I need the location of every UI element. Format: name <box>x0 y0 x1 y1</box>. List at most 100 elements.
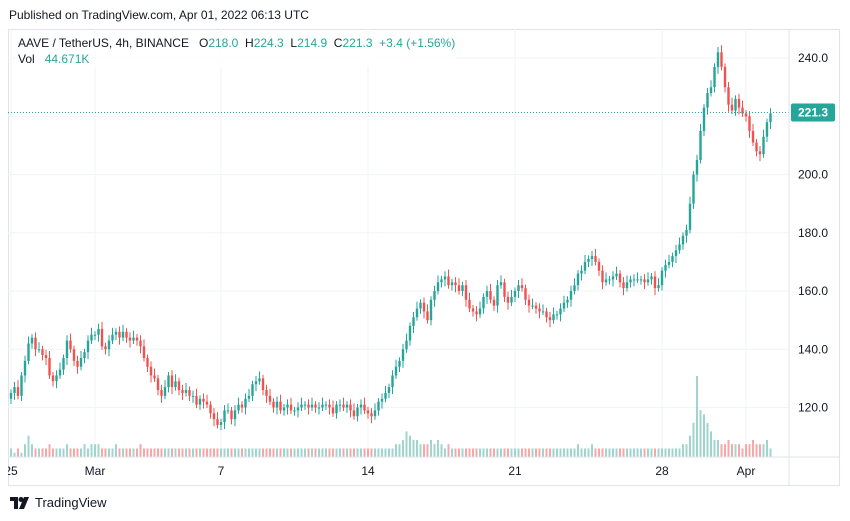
candle-body <box>702 107 706 131</box>
volume-bar <box>370 448 373 457</box>
candle-body <box>457 285 461 292</box>
volume-bar <box>416 439 418 457</box>
volume-label[interactable]: Vol <box>18 52 35 66</box>
time-axis[interactable]: 25 Mar 7 14 21 28 Apr <box>8 464 755 478</box>
volume-bar <box>90 444 93 457</box>
volume-bar <box>626 448 628 457</box>
candle-body <box>58 369 62 376</box>
candle-body <box>142 346 146 359</box>
candle-body <box>520 285 524 289</box>
candle-body <box>198 398 202 405</box>
volume-bar <box>622 448 625 457</box>
candle-body <box>331 407 335 414</box>
candle-body <box>471 308 475 312</box>
candle-body <box>758 151 762 155</box>
candle-body <box>55 375 58 382</box>
volume-bar <box>479 448 481 457</box>
candle-body <box>485 291 489 297</box>
candle-body <box>62 358 65 370</box>
candle-body <box>769 113 772 123</box>
volume-bar <box>629 448 632 457</box>
candle-body <box>468 299 471 309</box>
candle-body <box>517 285 520 292</box>
candle-body <box>762 136 765 155</box>
candle-body <box>69 340 72 350</box>
candle-body <box>226 410 230 412</box>
candle-body <box>100 328 104 347</box>
open-label: O <box>198 36 209 50</box>
candle-body <box>104 346 107 350</box>
candle-body <box>461 285 464 292</box>
candle-body <box>79 358 83 367</box>
candle-body <box>240 404 244 408</box>
volume-bar <box>717 439 719 457</box>
candle-body <box>244 398 247 408</box>
candle-body <box>440 279 443 283</box>
volume-bar <box>185 448 187 457</box>
candle-body <box>93 334 97 336</box>
volume-bar <box>349 448 352 457</box>
candle-body <box>139 340 142 347</box>
x-tick-label: 7 <box>218 464 225 478</box>
candle-body <box>16 387 20 396</box>
candle-body <box>324 404 328 406</box>
candle-body <box>177 381 181 391</box>
candle-body <box>279 401 282 411</box>
candle-body <box>394 366 398 376</box>
candle-body <box>23 360 27 376</box>
candle-body <box>401 349 405 361</box>
volume-bar <box>367 448 369 457</box>
volume-bar <box>34 448 37 457</box>
y-tick-label: 200.0 <box>798 168 828 182</box>
volume-bar <box>692 422 695 457</box>
volume-bar <box>136 448 138 457</box>
candle-body <box>594 256 597 262</box>
volume-bar <box>482 448 485 457</box>
footer-brand[interactable]: TradingView <box>10 495 107 510</box>
candle-body <box>744 113 748 117</box>
current-price-badge: 221.3 <box>791 103 835 122</box>
candle-body <box>380 398 384 402</box>
candle-body <box>219 422 223 425</box>
candle-body <box>415 308 419 318</box>
candle-body <box>90 334 93 341</box>
candle-body <box>174 381 177 388</box>
volume-bar <box>384 448 387 457</box>
candle-body <box>65 340 69 359</box>
volume-bar <box>412 439 415 457</box>
volume-bar <box>24 444 26 457</box>
volume-bar <box>524 448 527 457</box>
volume-bar <box>97 444 100 457</box>
volume-bar <box>570 448 572 457</box>
candle-body <box>608 279 611 281</box>
volume-bar <box>360 448 362 457</box>
candle-body <box>296 407 300 411</box>
volume-bar <box>139 444 142 457</box>
symbol-title[interactable]: AAVE / TetherUS, 4h, BINANCE <box>18 36 189 50</box>
candle-body <box>34 337 37 350</box>
candle-body <box>422 302 426 312</box>
volume-bar <box>678 448 681 457</box>
volume-bar <box>206 448 208 457</box>
x-tick-label: 21 <box>508 464 522 478</box>
volume-bar <box>437 439 439 457</box>
volume-bar <box>314 448 317 457</box>
volume-bar <box>489 448 492 457</box>
candle-body <box>506 296 510 303</box>
volume-bar <box>563 448 565 457</box>
candle-body <box>132 337 135 341</box>
volume-bar <box>94 444 96 457</box>
volume-bar <box>73 448 75 457</box>
volume-bar <box>258 448 261 457</box>
volume-bar <box>699 410 702 457</box>
volume-bar <box>388 448 390 457</box>
candle-body <box>258 378 261 382</box>
chart-legend: AAVE / TetherUS, 4h, BINANCE O218.0 H224… <box>18 35 456 67</box>
volume-bar <box>409 435 411 457</box>
volume-bar <box>48 444 51 457</box>
volume-bar <box>332 448 334 457</box>
volume-bar <box>286 448 289 457</box>
candle-body <box>716 52 720 67</box>
candle-body <box>41 349 44 356</box>
